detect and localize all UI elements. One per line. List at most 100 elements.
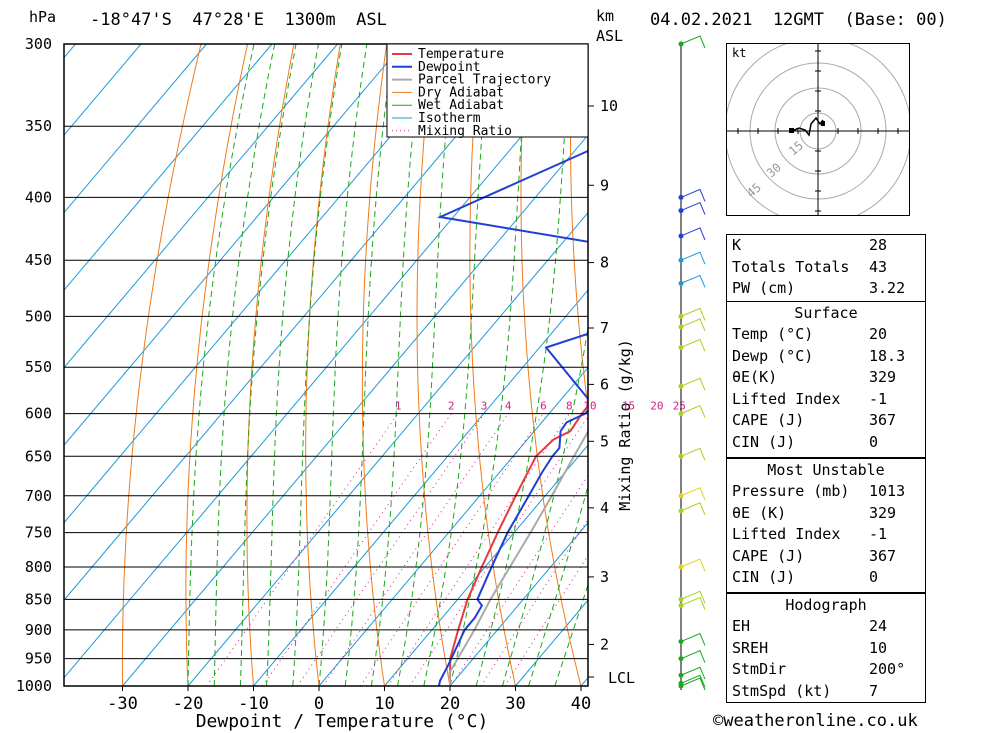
index-row: Totals Totals 43	[727, 257, 925, 279]
wind-barb	[680, 596, 706, 610]
index-row: K 28	[727, 235, 925, 257]
most-unstable-value: 1013	[869, 482, 906, 500]
index-label: K	[732, 236, 742, 254]
pressure-tick-label: 550	[25, 358, 52, 376]
x-tick-label: 10	[374, 694, 394, 714]
pressure-tick-label: 800	[25, 558, 52, 576]
mixing-ratio-label: 1	[395, 400, 402, 413]
wind-barb	[680, 307, 706, 321]
wind-barb	[680, 502, 706, 516]
hodograph-value: 200°	[869, 660, 906, 678]
mixing-ratio-line	[322, 413, 509, 686]
surface-row: Dewp (°C) 18.3	[727, 346, 925, 368]
wind-barb	[680, 377, 706, 391]
most-unstable-label: Lifted Index	[732, 525, 841, 543]
hodograph-row: StmDir 200°	[727, 659, 925, 681]
legend-box	[386, 43, 589, 138]
hodograph-storm-marker	[789, 128, 794, 133]
mixing-ratio-label: 6	[540, 400, 547, 413]
mixing-ratio-label: 20	[650, 400, 663, 413]
wind-barb	[680, 677, 706, 691]
mixing-ratio-line	[262, 413, 452, 686]
mixing-ratio-label: 25	[673, 400, 686, 413]
mixing-ratio-line	[359, 413, 544, 686]
wind-barb	[680, 558, 706, 572]
surface-row: Temp (°C) 20	[727, 324, 925, 346]
wind-barb	[680, 251, 706, 265]
index-value: 3.22	[869, 279, 906, 297]
isotherm-line	[122, 134, 588, 686]
wet-adiabat-line	[528, 484, 588, 686]
index-label: Totals Totals	[732, 257, 850, 276]
wind-barb	[680, 227, 706, 241]
most-unstable-value: 0	[869, 568, 879, 586]
isotherm-line	[384, 444, 588, 686]
wind-barb	[680, 674, 706, 688]
most-unstable-label: θE (K)	[732, 503, 787, 522]
dry-adiabat-line	[990, 44, 1000, 686]
hodograph-label: EH	[732, 617, 751, 635]
most-unstable-label: CAPE (J)	[732, 546, 805, 565]
wind-barb	[680, 274, 706, 288]
x-axis-label: Dewpoint / Temperature (°C)	[196, 711, 489, 732]
wind-barb	[680, 404, 706, 418]
legend-label: Dry Adiabat	[418, 85, 504, 100]
x-tick-label: -10	[238, 694, 269, 714]
x-tick-label: 40	[571, 694, 591, 714]
surface-label: θE(K)	[732, 368, 778, 386]
mixing-ratio-axis-label: Mixing Ratio (g/kg)	[616, 339, 634, 511]
surface-label: CIN (J)	[732, 432, 796, 451]
surface-label: Temp (°C)	[732, 325, 814, 343]
wet-adiabat-line	[239, 44, 297, 686]
isotherm-line	[0, 44, 10, 686]
hodograph-panel: kt 15 30 45	[724, 37, 912, 225]
surface-value: 367	[869, 411, 897, 429]
km-tick-label: 3	[600, 568, 609, 586]
wet-adiabat-line	[187, 44, 255, 686]
hodograph-label: StmDir	[732, 660, 787, 678]
surface-label: Lifted Index	[732, 389, 841, 408]
surface-row: θE(K) 329	[727, 367, 925, 389]
surface-label: CAPE (J)	[732, 411, 805, 429]
mixing-ratio-label: 8	[566, 400, 573, 413]
dry-adiabat-line	[121, 44, 202, 686]
hodograph-title: Hodograph	[785, 596, 867, 614]
surface-row: Lifted Index -1	[727, 389, 925, 411]
legend-label: Mixing Ratio	[418, 124, 512, 139]
most-unstable-label: Pressure (mb)	[732, 482, 850, 500]
legend-label: Wet Adiabat	[418, 98, 504, 113]
x-tick-label: 0	[314, 694, 324, 714]
dry-adiabat-line	[570, 44, 588, 410]
hodograph-row: SREH 10	[727, 638, 925, 660]
hodograph-unit-label: kt	[732, 46, 746, 60]
surface-value: 0	[869, 432, 879, 451]
isotherm-line	[64, 44, 404, 446]
isotherm-line	[187, 211, 588, 686]
isotherm-line	[64, 44, 207, 214]
wind-barb	[680, 188, 706, 202]
surface-title: Surface	[794, 304, 858, 322]
most-unstable-row: Lifted Index -1	[727, 524, 925, 546]
wet-adiabat-line	[370, 44, 424, 686]
pressure-tick-label: 700	[25, 487, 52, 505]
wet-adiabat-line	[423, 44, 490, 686]
most-unstable-row: Pressure (mb) 1013	[727, 481, 925, 503]
wind-barb	[680, 649, 706, 663]
hodograph-row: StmSpd (kt) 7	[727, 681, 925, 703]
wind-barb	[680, 35, 706, 49]
hodograph-value: 24	[869, 617, 888, 635]
pressure-tick-label: 650	[25, 447, 52, 465]
isotherm-line	[253, 289, 588, 686]
surface-value: 329	[869, 368, 897, 386]
x-tick-label: 20	[440, 694, 460, 714]
pressure-tick-label: 900	[25, 621, 52, 639]
plot-frame	[63, 43, 589, 687]
date-label: 04.02.2021 12GMT (Base: 00)	[650, 10, 947, 30]
hodograph-value: 7	[869, 681, 879, 700]
legend-label: Temperature	[418, 47, 504, 62]
hodograph-ring-label: 30	[764, 160, 784, 180]
isotherm-line	[64, 44, 273, 291]
wind-barb	[680, 632, 706, 646]
